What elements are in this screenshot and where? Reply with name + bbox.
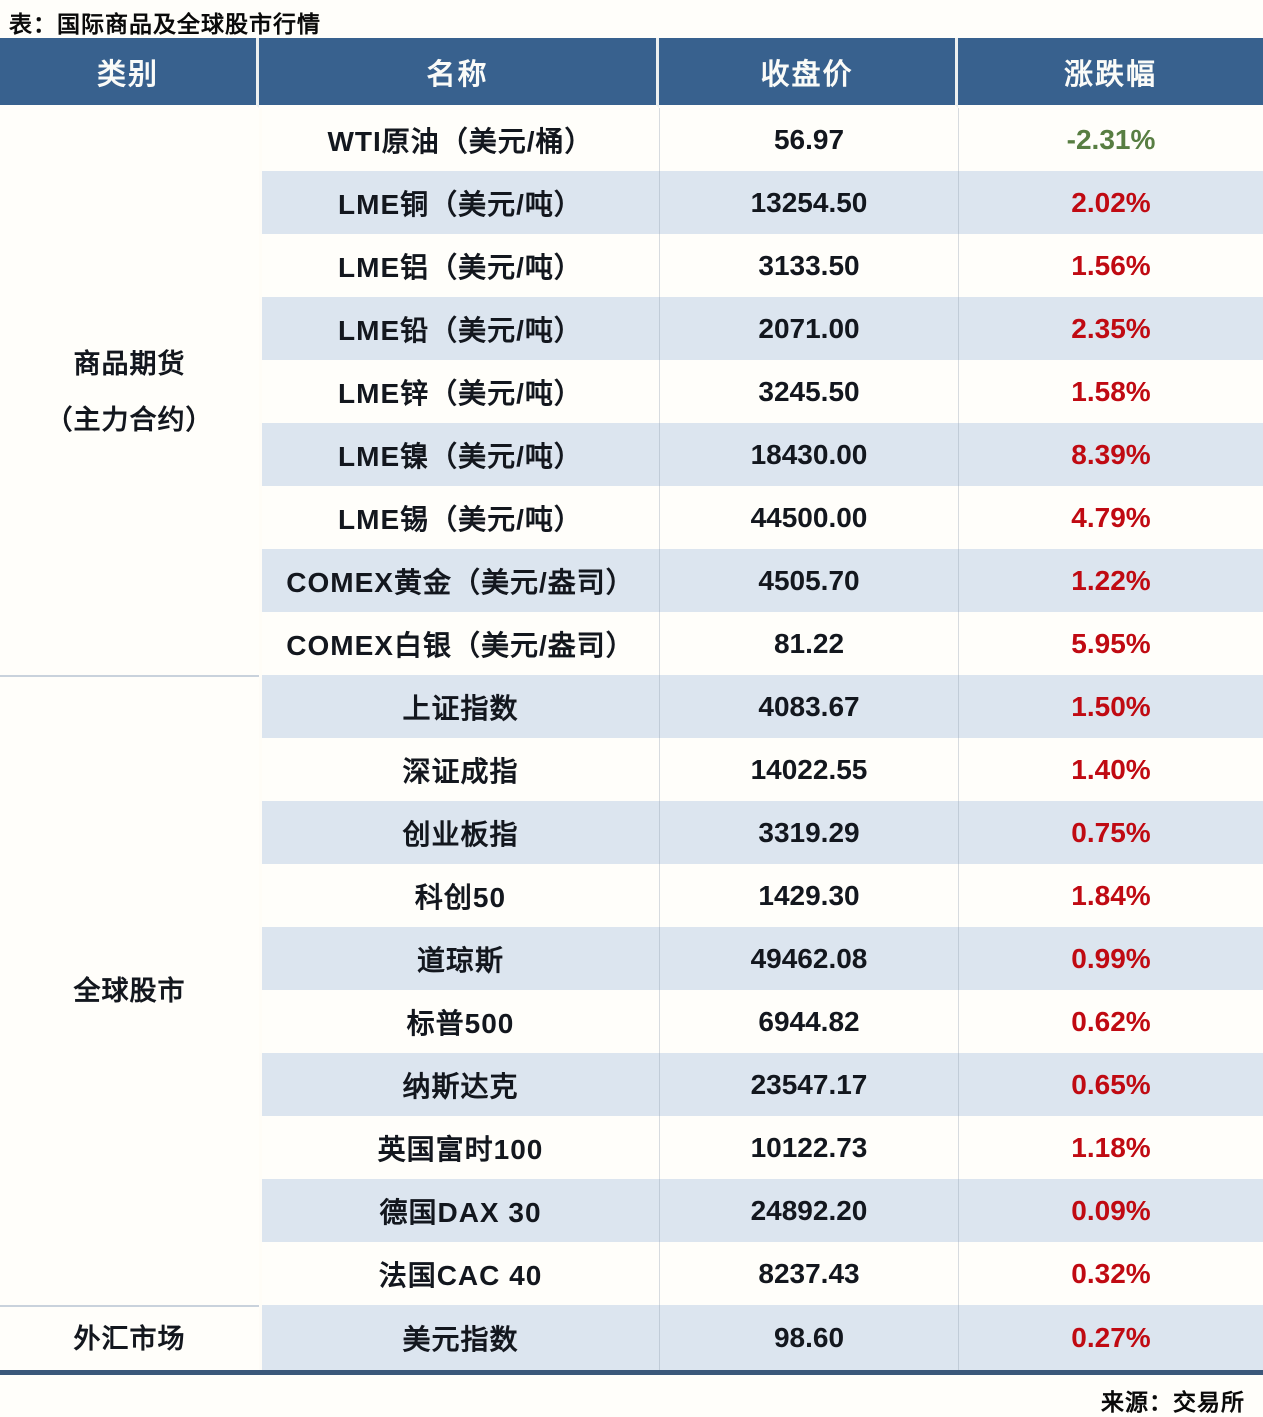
change-cell: 0.99% — [958, 927, 1263, 990]
name-cell: 上证指数 — [259, 675, 659, 738]
change-cell: 1.22% — [958, 549, 1263, 612]
name-cell: 道琼斯 — [259, 927, 659, 990]
close-cell: 10122.73 — [659, 1116, 958, 1179]
change-cell: 0.27% — [958, 1305, 1263, 1370]
name-cell: COMEX白银（美元/盎司） — [259, 612, 659, 675]
table-row: LME铅（美元/吨） 2071.00 2.35% — [0, 297, 1263, 360]
name-cell: COMEX黄金（美元/盎司） — [259, 549, 659, 612]
name-cell: LME铜（美元/吨） — [259, 171, 659, 234]
close-cell: 2071.00 — [659, 297, 958, 360]
change-cell: 2.02% — [958, 171, 1263, 234]
close-cell: 23547.17 — [659, 1053, 958, 1116]
name-cell: 德国DAX 30 — [259, 1179, 659, 1242]
table-row: 英国富时100 10122.73 1.18% — [0, 1116, 1263, 1179]
close-cell: 4083.67 — [659, 675, 958, 738]
change-cell: 1.18% — [958, 1116, 1263, 1179]
table-title: 表：国际商品及全球股市行情 — [9, 11, 321, 37]
change-cell: 4.79% — [958, 486, 1263, 549]
change-cell: 0.75% — [958, 801, 1263, 864]
change-cell: 8.39% — [958, 423, 1263, 486]
table-row: 商品期货 （主力合约） WTI原油（美元/桶） 56.97 -2.31% — [0, 108, 1263, 675]
close-cell: 98.60 — [659, 1305, 958, 1370]
col-header-category: 类别 — [0, 38, 259, 108]
close-cell: 18430.00 — [659, 423, 958, 486]
name-cell: 深证成指 — [259, 738, 659, 801]
table-row: 全球股市 上证指数 4083.67 1.50% — [0, 675, 1263, 1305]
close-cell: 1429.30 — [659, 864, 958, 927]
name-cell: 纳斯达克 — [259, 1053, 659, 1116]
category-cell: 全球股市 — [0, 675, 259, 1305]
table-row: 道琼斯 49462.08 0.99% — [0, 927, 1263, 990]
close-cell: 3319.29 — [659, 801, 958, 864]
change-cell: 5.95% — [958, 612, 1263, 675]
table-row: 科创50 1429.30 1.84% — [0, 864, 1263, 927]
table-row: 纳斯达克 23547.17 0.65% — [0, 1053, 1263, 1116]
close-cell: 56.97 — [659, 108, 958, 171]
close-cell: 14022.55 — [659, 738, 958, 801]
name-cell: LME锡（美元/吨） — [259, 486, 659, 549]
table-row: COMEX黄金（美元/盎司） 4505.70 1.22% — [0, 549, 1263, 612]
col-header-change: 涨跌幅 — [958, 38, 1263, 108]
close-cell: 8237.43 — [659, 1242, 958, 1305]
table-row: 德国DAX 30 24892.20 0.09% — [0, 1179, 1263, 1242]
table-body: 商品期货 （主力合约） WTI原油（美元/桶） 56.97 -2.31% LME铜（美元/… — [0, 108, 1263, 1370]
source-note: 来源：交易所 — [1101, 1389, 1245, 1415]
header-row: 类别 名称 收盘价 涨跌幅 — [0, 38, 1263, 108]
change-cell: 0.62% — [958, 990, 1263, 1053]
table-row: 外汇市场 美元指数 98.60 0.27% — [0, 1305, 1263, 1370]
category-cell: 外汇市场 — [0, 1305, 259, 1370]
table-row: 标普500 6944.82 0.62% — [0, 990, 1263, 1053]
name-cell: LME铝（美元/吨） — [259, 234, 659, 297]
close-cell: 24892.20 — [659, 1179, 958, 1242]
name-cell: LME铅（美元/吨） — [259, 297, 659, 360]
market-table: 类别 名称 收盘价 涨跌幅 商品期货 （主力合约） WTI原油（美元/桶） 56.97… — [0, 38, 1263, 1370]
change-cell: 0.09% — [958, 1179, 1263, 1242]
change-cell: 0.65% — [958, 1053, 1263, 1116]
table-row: LME铜（美元/吨） 13254.50 2.02% — [0, 171, 1263, 234]
table-row: LME镍（美元/吨） 18430.00 8.39% — [0, 423, 1263, 486]
change-cell: -2.31% — [958, 108, 1263, 171]
name-cell: LME锌（美元/吨） — [259, 360, 659, 423]
name-cell: 创业板指 — [259, 801, 659, 864]
close-cell: 13254.50 — [659, 171, 958, 234]
table-row: LME锡（美元/吨） 44500.00 4.79% — [0, 486, 1263, 549]
name-cell: 法国CAC 40 — [259, 1242, 659, 1305]
change-cell: 1.56% — [958, 234, 1263, 297]
change-cell: 1.58% — [958, 360, 1263, 423]
col-header-name: 名称 — [259, 38, 659, 108]
close-cell: 3245.50 — [659, 360, 958, 423]
close-cell: 81.22 — [659, 612, 958, 675]
change-cell: 2.35% — [958, 297, 1263, 360]
col-header-close: 收盘价 — [659, 38, 958, 108]
table-row: 法国CAC 40 8237.43 0.32% — [0, 1242, 1263, 1305]
name-cell: WTI原油（美元/桶） — [259, 108, 659, 171]
table-row: COMEX白银（美元/盎司） 81.22 5.95% — [0, 612, 1263, 675]
table-row: 创业板指 3319.29 0.75% — [0, 801, 1263, 864]
name-cell: 科创50 — [259, 864, 659, 927]
table-header: 类别 名称 收盘价 涨跌幅 — [0, 38, 1263, 108]
category-cell: 商品期货 （主力合约） — [0, 108, 259, 675]
name-cell: 标普500 — [259, 990, 659, 1053]
close-cell: 6944.82 — [659, 990, 958, 1053]
change-cell: 1.50% — [958, 675, 1263, 738]
close-cell: 4505.70 — [659, 549, 958, 612]
name-cell: 美元指数 — [259, 1305, 659, 1370]
close-cell: 3133.50 — [659, 234, 958, 297]
name-cell: 英国富时100 — [259, 1116, 659, 1179]
change-cell: 1.84% — [958, 864, 1263, 927]
close-cell: 49462.08 — [659, 927, 958, 990]
table-row: LME铝（美元/吨） 3133.50 1.56% — [0, 234, 1263, 297]
change-cell: 1.40% — [958, 738, 1263, 801]
close-cell: 44500.00 — [659, 486, 958, 549]
table-row: 深证成指 14022.55 1.40% — [0, 738, 1263, 801]
table-row: LME锌（美元/吨） 3245.50 1.58% — [0, 360, 1263, 423]
change-cell: 0.32% — [958, 1242, 1263, 1305]
name-cell: LME镍（美元/吨） — [259, 423, 659, 486]
